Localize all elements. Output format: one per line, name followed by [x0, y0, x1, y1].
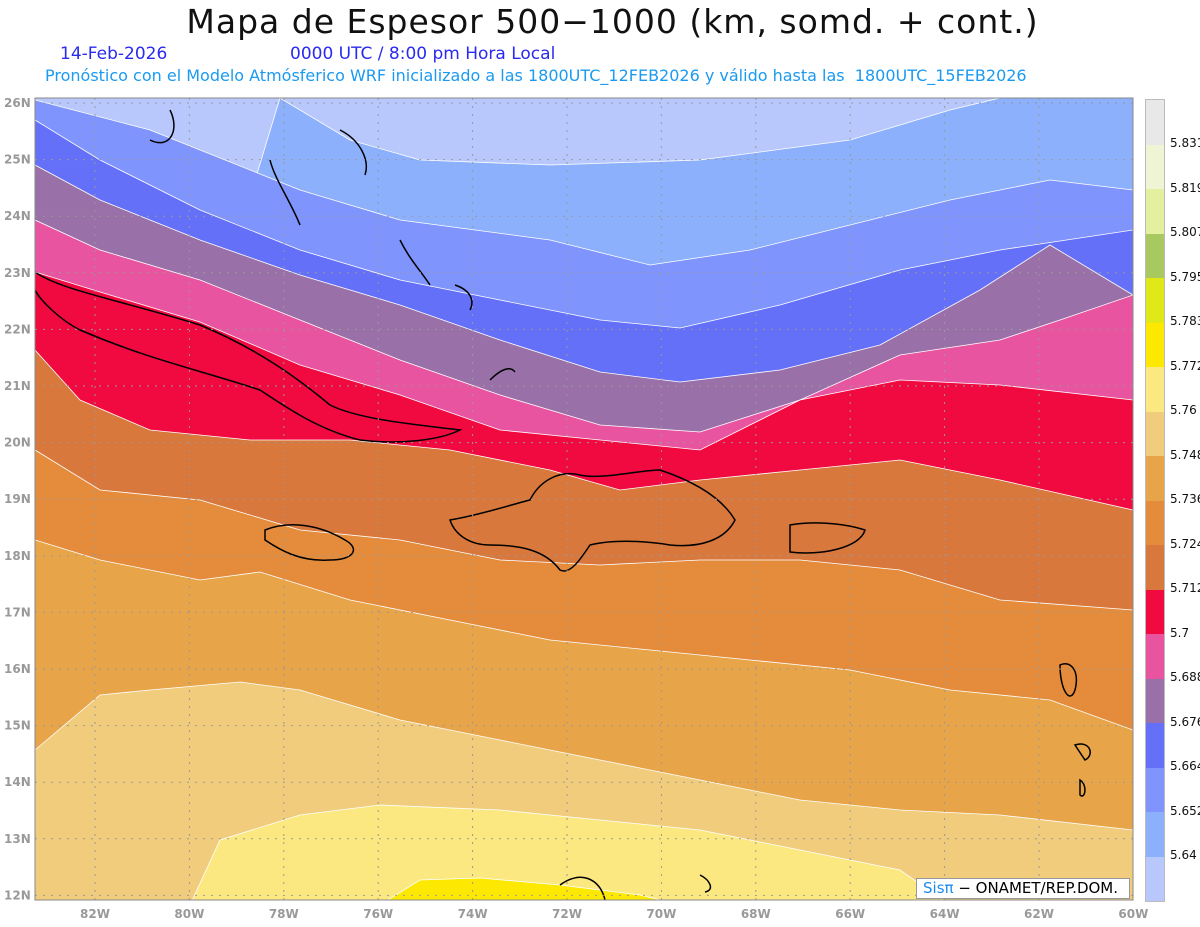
- colorbar-label: 5.652: [1170, 803, 1200, 818]
- colorbar-swatch: [1146, 144, 1164, 189]
- colorbar-label: 5.676: [1170, 714, 1200, 729]
- colorbar-swatch: [1146, 856, 1164, 901]
- lat-label: 21N: [4, 379, 31, 393]
- colorbar-label: 5.748: [1170, 447, 1200, 462]
- colorbar-swatch: [1146, 367, 1164, 412]
- lat-label: 26N: [4, 96, 31, 110]
- colorbar-swatch: [1146, 678, 1164, 723]
- lon-label: 62W: [1024, 907, 1054, 921]
- colorbar-label: 5.724: [1170, 536, 1200, 551]
- colorbar-label: 5.831: [1170, 136, 1200, 150]
- lon-label: 78W: [269, 907, 299, 921]
- lat-label: 12N: [4, 888, 31, 902]
- colorbar-label: 5.664: [1170, 759, 1200, 773]
- colorbar-swatch: [1146, 278, 1164, 323]
- coastlines: [35, 109, 1091, 900]
- lat-lon-grid: [35, 98, 1133, 900]
- colorbar-swatch: [1146, 189, 1164, 234]
- lon-label: 66W: [835, 907, 865, 921]
- lon-label: 82W: [80, 907, 110, 921]
- lat-label: 22N: [4, 322, 31, 336]
- colorbar-swatch: [1146, 723, 1164, 768]
- colorbar-swatch: [1146, 100, 1164, 145]
- colorbar: [1145, 99, 1165, 902]
- lat-label: 18N: [4, 549, 31, 563]
- lat-label: 24N: [4, 209, 31, 223]
- lat-label: 14N: [4, 775, 31, 789]
- forecast-date: 14-Feb-2026: [60, 44, 168, 64]
- lon-label: 76W: [363, 907, 393, 921]
- lon-label: 60W: [1118, 907, 1148, 921]
- lon-label: 74W: [458, 907, 488, 921]
- lon-label: 80W: [174, 907, 204, 921]
- lon-label: 68W: [741, 907, 771, 921]
- lat-label: 25N: [4, 153, 31, 167]
- colorbar-swatch: [1146, 411, 1164, 456]
- colorbar-swatch: [1146, 767, 1164, 812]
- colorbar-swatch: [1146, 456, 1164, 501]
- colorbar-label: 5.807: [1170, 225, 1200, 239]
- colorbar-label: 5.7: [1170, 625, 1190, 640]
- colorbar-label: 5.783: [1170, 314, 1200, 328]
- lat-label: 19N: [4, 492, 31, 506]
- map-frame: [34, 97, 1134, 901]
- colorbar-swatch: [1146, 634, 1164, 679]
- colorbar-label: 5.712: [1170, 581, 1200, 595]
- lon-label: 72W: [552, 907, 582, 921]
- colorbar-swatch: [1146, 812, 1164, 857]
- colorbar-label: 5.688: [1170, 670, 1200, 684]
- map-title: Mapa de Espesor 500−1000 (km, somd. + co…: [186, 2, 1039, 41]
- colorbar-label: 5.819: [1170, 180, 1200, 195]
- lat-label: 17N: [4, 605, 31, 619]
- lat-label: 23N: [4, 266, 31, 280]
- colorbar-swatch: [1146, 589, 1164, 634]
- lat-label: 13N: [4, 832, 31, 846]
- colorbar-label: 5.736: [1170, 492, 1200, 506]
- colorbar-swatch: [1146, 545, 1164, 590]
- colorbar-swatch: [1146, 500, 1164, 545]
- lat-label: 15N: [4, 719, 31, 733]
- model-subtitle: Pronóstico con el Modelo Atmósferico WRF…: [45, 66, 1027, 85]
- colorbar-swatch: [1146, 322, 1164, 367]
- thickness-bands: [35, 98, 1133, 900]
- colorbar-label: 5.76: [1170, 403, 1197, 417]
- lon-label: 70W: [646, 907, 676, 921]
- forecast-time: 0000 UTC / 8:00 pm Hora Local: [290, 44, 556, 64]
- colorbar-label: 5.795: [1170, 269, 1200, 284]
- lat-label: 16N: [4, 662, 31, 676]
- colorbar-label: 5.772: [1170, 358, 1200, 373]
- onamet-logo: Sisπ − ONAMET/REP.DOM.: [916, 878, 1130, 899]
- lon-label: 64W: [930, 907, 960, 921]
- lat-label: 20N: [4, 436, 31, 450]
- colorbar-swatch: [1146, 233, 1164, 278]
- colorbar-label: 5.64: [1170, 848, 1197, 862]
